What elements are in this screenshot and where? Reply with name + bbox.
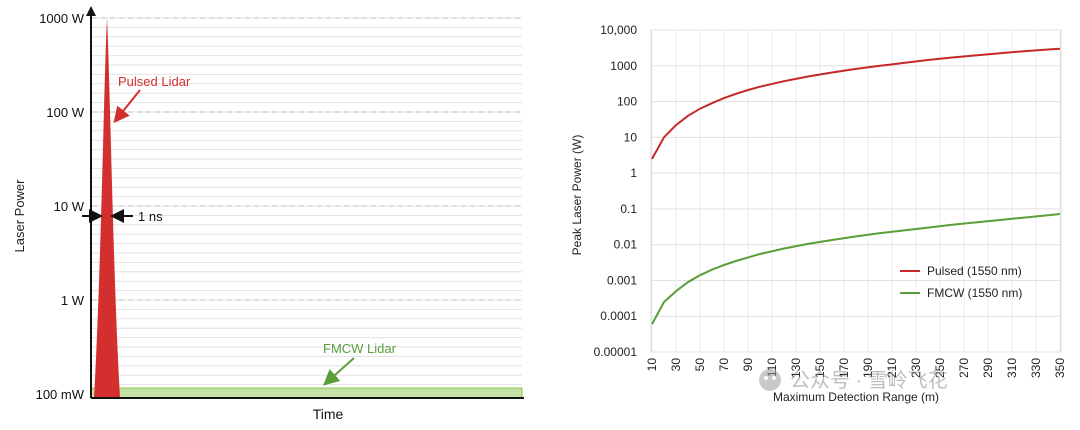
- left-y-tick-label: 1 W: [61, 293, 85, 308]
- left-chart: 1000 W 100 W 10 W 1 W 100 mW Laser Power Tim…: [12, 6, 524, 422]
- right-y-tick-label: 0.001: [607, 273, 637, 287]
- right-y-tick-label: 0.0001: [600, 309, 637, 323]
- fmcw-power-band: [90, 387, 523, 399]
- right-y-tick-label: 0.1: [620, 202, 637, 216]
- right-y-tick-label: 1000: [610, 59, 637, 73]
- right-legend: Pulsed (1550 nm) FMCW (1550 nm): [900, 264, 1022, 300]
- right-x-tick-label: 30: [669, 358, 683, 372]
- left-y-tick-label: 100 W: [46, 105, 84, 120]
- right-y-tick-labels: 10,000 1000 100 10 1 0.1 0.01 0.001 0.0001 0.0000…: [594, 23, 638, 359]
- right-y-tick-label: 0.01: [614, 238, 638, 252]
- right-x-tick-label: 90: [741, 358, 755, 372]
- left-y-axis-label: Laser Power: [12, 179, 27, 253]
- right-x-tick-label: 230: [909, 358, 923, 378]
- watermark-text: 公众号 · 雪岭飞花: [790, 369, 948, 392]
- right-x-tick-label: 310: [1005, 358, 1019, 378]
- pulsed-lidar-arrow: [113, 89, 141, 124]
- right-x-tick-label: 190: [861, 358, 875, 378]
- fmcw-lidar-label: FMCW Lidar: [323, 341, 397, 356]
- right-x-tick-label: 170: [837, 358, 851, 378]
- right-x-tick-label: 10: [645, 358, 659, 372]
- left-x-axis-label: Time: [313, 406, 344, 422]
- right-y-tick-label: 100: [617, 95, 637, 109]
- left-y-tick-label: 100 mW: [36, 387, 85, 402]
- right-x-tick-label: 350: [1053, 358, 1067, 378]
- left-y-axis-arrowhead: [86, 6, 96, 16]
- watermark: 公众号 · 雪岭飞花: [759, 369, 948, 392]
- legend-label-fmcw: FMCW (1550 nm): [927, 286, 1022, 300]
- right-x-tick-label: 130: [789, 358, 803, 378]
- right-x-axis-label: Maximum Detection Range (m): [773, 390, 939, 404]
- right-x-tick-label: 330: [1029, 358, 1043, 378]
- right-x-tick-label: 250: [933, 358, 947, 378]
- right-y-tick-label: 1: [630, 166, 637, 180]
- left-y-tick-label: 1000 W: [39, 11, 85, 26]
- series-line-pulsed: [651, 47, 1061, 160]
- right-y-tick-label: 0.00001: [594, 345, 638, 359]
- pulsed-lidar-label: Pulsed Lidar: [118, 74, 191, 89]
- right-y-tick-label: 10: [624, 130, 638, 144]
- right-y-axis-label: Peak Laser Power (W): [570, 135, 584, 256]
- left-y-tick-labels: 1000 W 100 W 10 W 1 W 100 mW: [36, 11, 85, 402]
- right-x-tick-label: 150: [813, 358, 827, 378]
- left-grid: [92, 17, 522, 395]
- fmcw-lidar-arrow: [323, 357, 355, 386]
- right-x-tick-label: 270: [957, 358, 971, 378]
- right-y-tick-label: 10,000: [600, 23, 637, 37]
- right-x-tick-label: 290: [981, 358, 995, 378]
- right-x-tick-label: 50: [693, 358, 707, 372]
- right-x-tick-label: 70: [717, 358, 731, 372]
- wechat-icon: [759, 369, 781, 391]
- pulse-width-label: 1 ns: [138, 209, 163, 224]
- right-series-lines: [651, 47, 1061, 325]
- right-x-tick-label: 210: [885, 358, 899, 378]
- right-chart: 10,000 1000 100 10 1 0.1 0.01 0.001 0.0001 0.0000…: [570, 23, 1067, 404]
- right-plot-area: [650, 29, 1062, 353]
- legend-label-pulsed: Pulsed (1550 nm): [927, 264, 1022, 278]
- left-y-tick-label: 10 W: [54, 199, 85, 214]
- pulsed-lidar-pulse: [94, 18, 120, 398]
- series-line-fmcw: [651, 213, 1061, 325]
- right-x-tick-labels: 10 30 50 70 90 110 130 150 170 190 210 230 250 270 290…: [645, 358, 1067, 378]
